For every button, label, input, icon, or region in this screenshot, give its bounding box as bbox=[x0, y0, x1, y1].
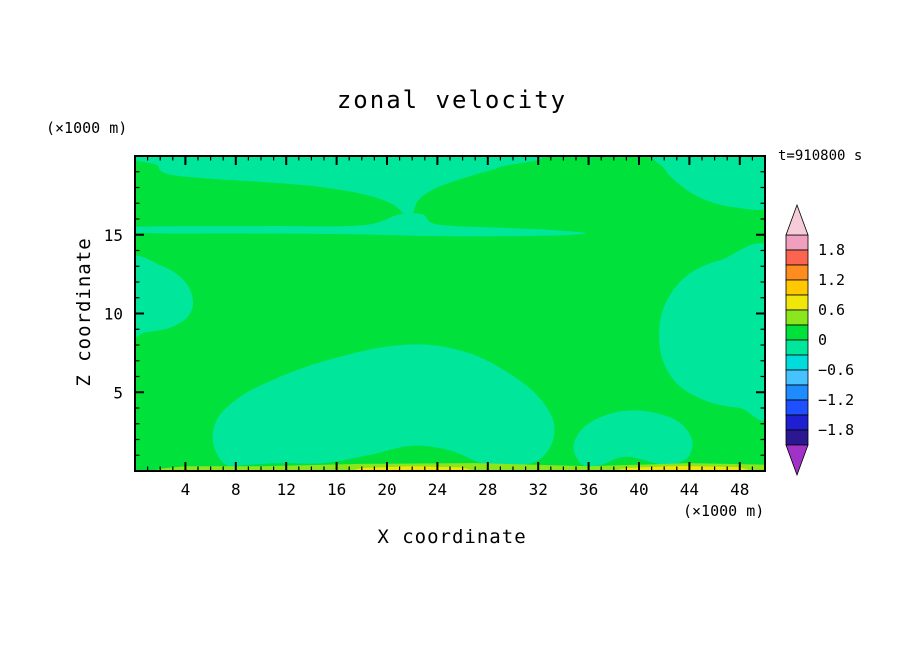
time-stamp-label: t=910800 s bbox=[778, 148, 863, 164]
contour-region-bottom-right-blob bbox=[573, 410, 693, 467]
contour-region-center-blob bbox=[212, 344, 555, 467]
colorbar-band bbox=[785, 264, 809, 281]
x-tick-label: 36 bbox=[579, 480, 598, 499]
x-tick-label: 12 bbox=[277, 480, 296, 499]
contour-field bbox=[135, 156, 765, 471]
y-tick-label: 5 bbox=[113, 383, 123, 402]
contour-region-z15-streak bbox=[135, 212, 587, 237]
x-tick-label: 28 bbox=[478, 480, 497, 499]
contour-region-right-blob bbox=[659, 243, 765, 421]
colorbar-band bbox=[785, 429, 809, 446]
x-tick-label: 40 bbox=[629, 480, 648, 499]
x-tick-label: 20 bbox=[377, 480, 396, 499]
x-tick-label: 44 bbox=[680, 480, 699, 499]
contour-region-top-right-corner bbox=[651, 156, 765, 210]
x-axis-unit-label: (×1000 m) bbox=[683, 502, 765, 520]
plot-frame bbox=[134, 155, 766, 472]
colorbar-tick-label: 1.8 bbox=[818, 241, 845, 259]
contour-region-top-strip bbox=[135, 156, 542, 218]
colorbar-band bbox=[785, 399, 809, 416]
y-axis-unit-label: (×1000 m) bbox=[46, 119, 128, 137]
colorbar-over-arrow bbox=[785, 203, 809, 236]
x-axis-title: X coordinate bbox=[377, 526, 527, 548]
colorbar: 1.8 1.2 0.6 0 −0.6 −1.2 −1.8 bbox=[785, 203, 854, 477]
contour-region-surface-yellow-strip-2 bbox=[613, 466, 753, 471]
x-tick-label: 8 bbox=[231, 480, 241, 499]
colorbar-band bbox=[785, 414, 809, 431]
colorbar-tick-label: 0.6 bbox=[818, 301, 845, 319]
y-axis-title: Z coordinate bbox=[73, 237, 95, 387]
plot-title: zonal velocity bbox=[336, 86, 568, 114]
colorbar-tick-label: −1.2 bbox=[818, 391, 854, 409]
colorbar-band bbox=[785, 384, 809, 401]
y-tick-label: 15 bbox=[104, 226, 123, 245]
colorbar-band bbox=[785, 279, 809, 296]
x-tick-label: 4 bbox=[181, 480, 191, 499]
colorbar-band bbox=[785, 324, 809, 341]
contour-region-left-blob bbox=[135, 255, 194, 339]
colorbar-under-arrow bbox=[785, 444, 809, 477]
colorbar-tick-label: −0.6 bbox=[818, 361, 854, 379]
x-tick-label: 24 bbox=[428, 480, 447, 499]
colorbar-tick-label: 1.2 bbox=[818, 271, 845, 289]
colorbar-band bbox=[785, 309, 809, 326]
colorbar-band bbox=[785, 249, 809, 266]
colorbar-band bbox=[785, 354, 809, 371]
colorbar-band bbox=[785, 369, 809, 386]
y-tick-label: 10 bbox=[104, 305, 123, 324]
colorbar-band bbox=[785, 234, 809, 251]
x-tick-label: 32 bbox=[529, 480, 548, 499]
x-tick-label: 48 bbox=[730, 480, 749, 499]
colorbar-band bbox=[785, 294, 809, 311]
colorbar-band bbox=[785, 339, 809, 356]
contour-region-surface-yellowgreen-strip bbox=[153, 463, 765, 471]
colorbar-tick-label: 0 bbox=[818, 331, 827, 349]
colorbar-tick-label: −1.8 bbox=[818, 421, 854, 439]
x-tick-label: 16 bbox=[327, 480, 346, 499]
